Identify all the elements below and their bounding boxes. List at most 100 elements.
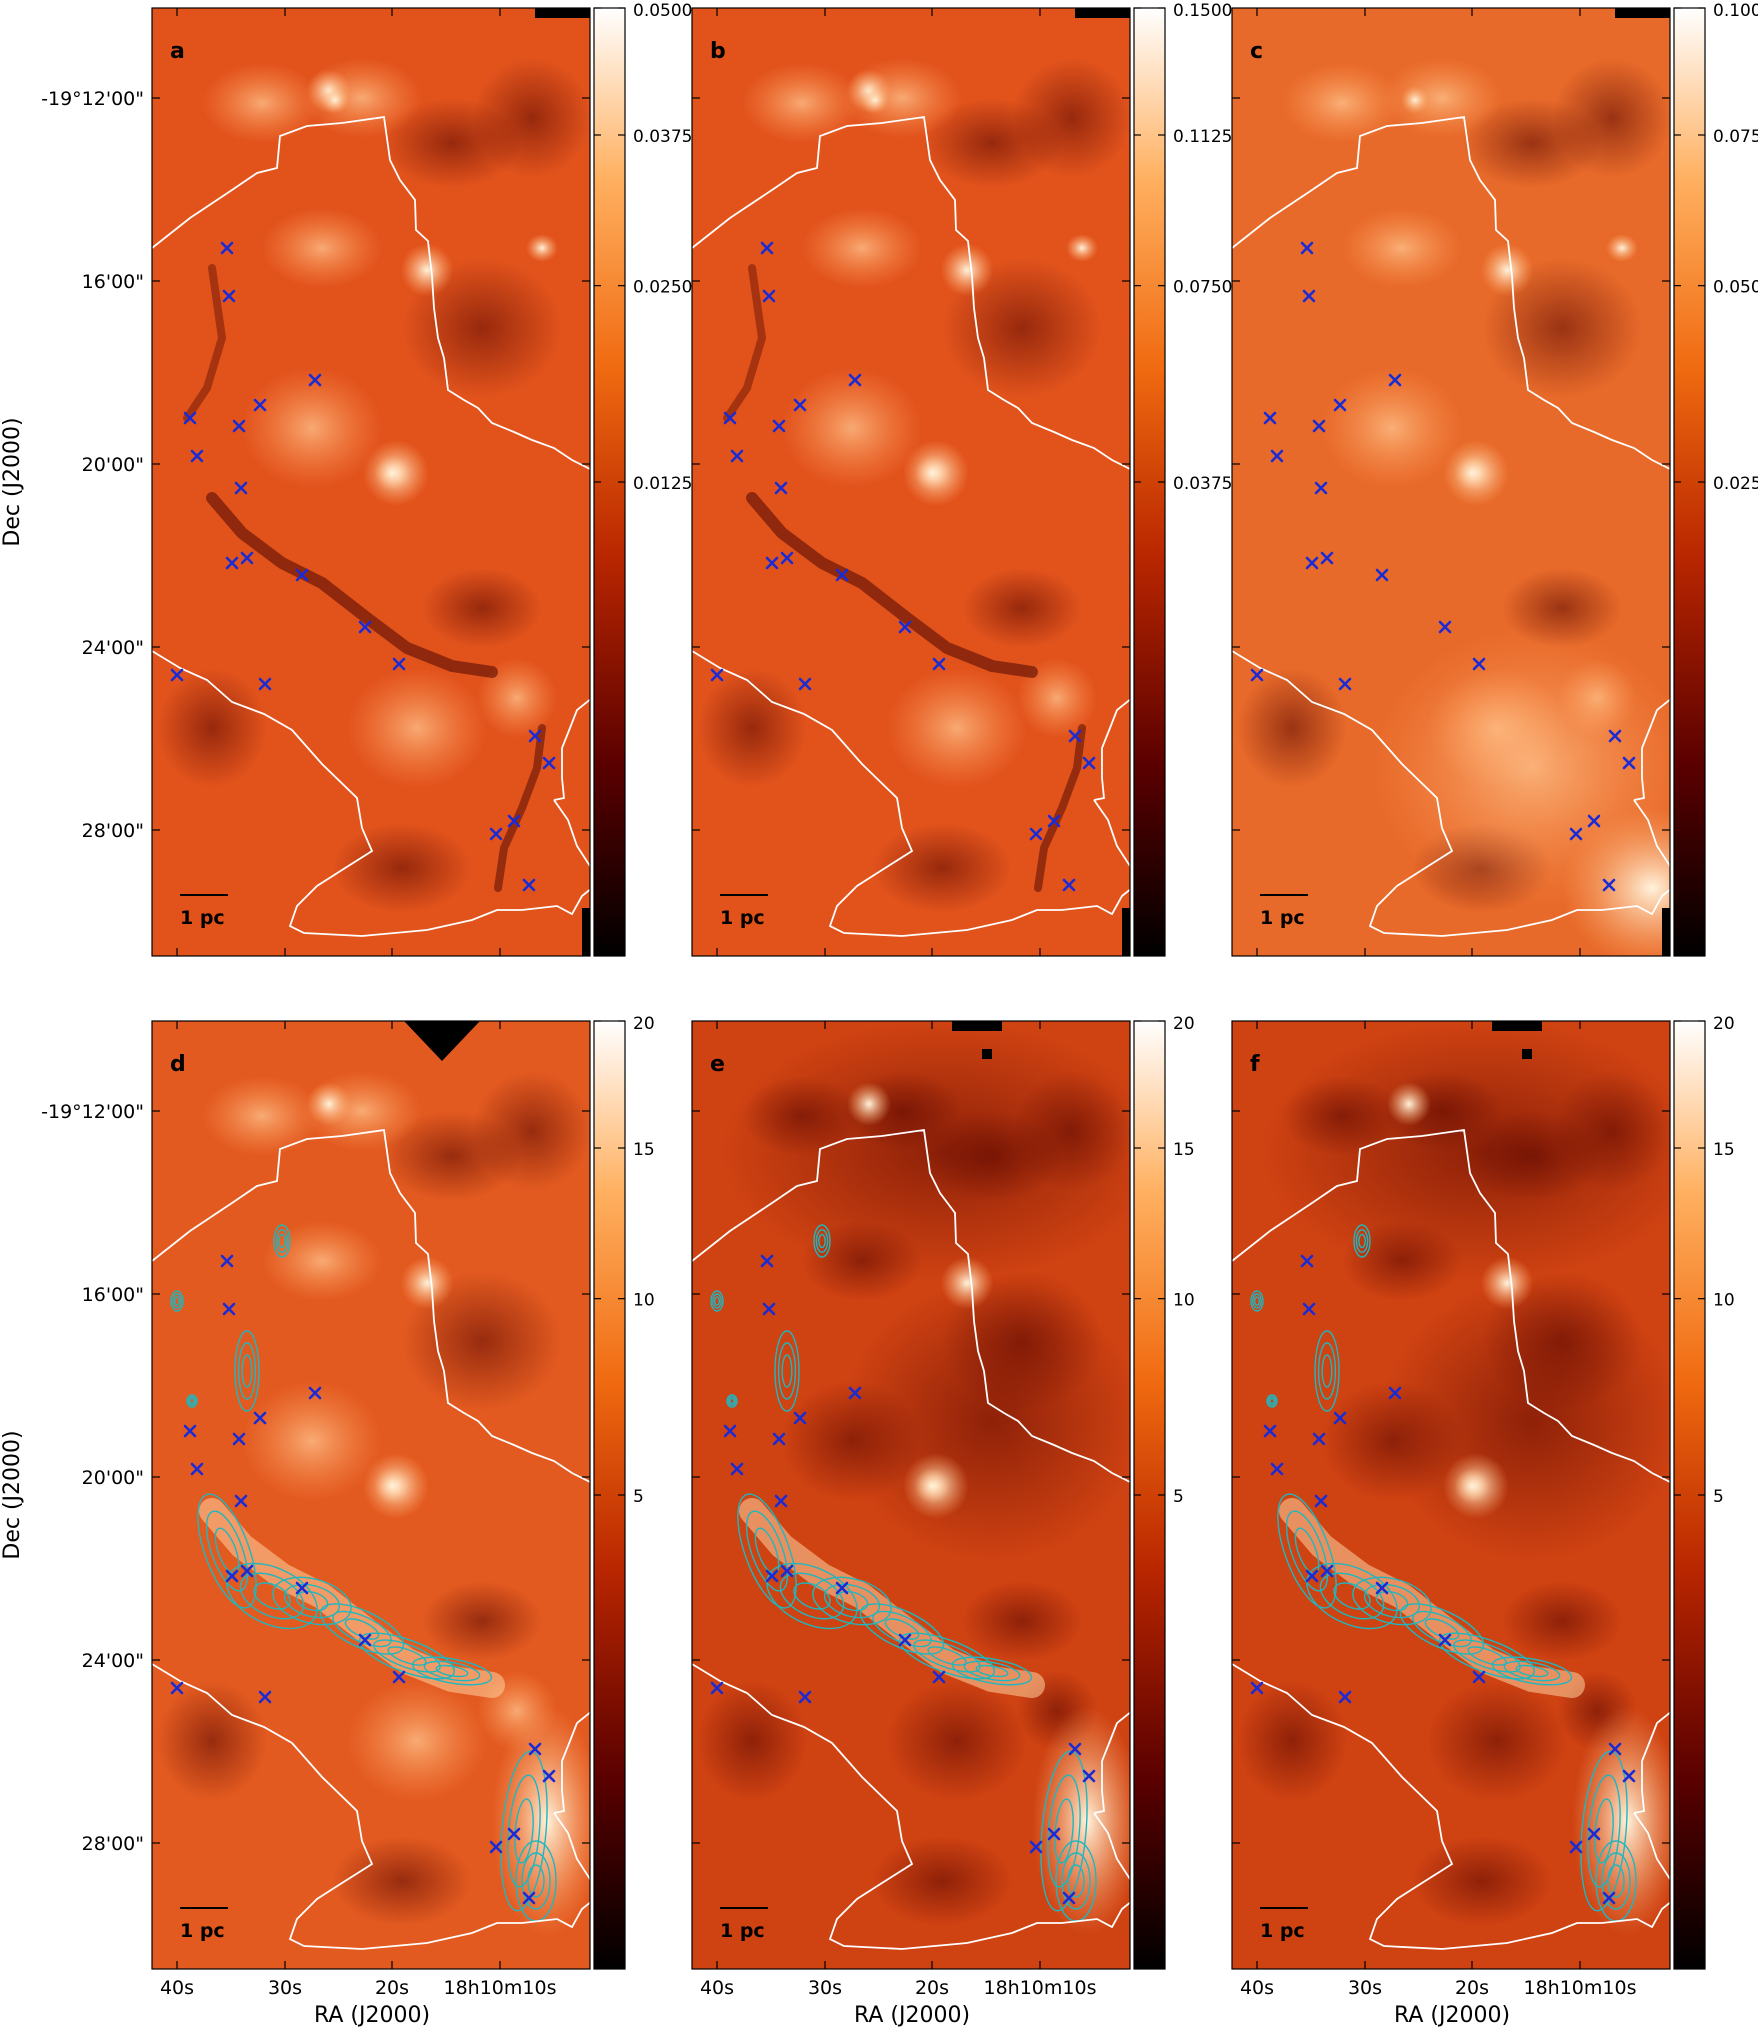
source-marker (848, 373, 862, 387)
source-marker (528, 729, 542, 743)
map-texture (262, 1221, 382, 1301)
dark-filament (206, 492, 498, 678)
y-axis-label: Dec (J2000) (0, 417, 25, 546)
blanked-region (1615, 8, 1670, 18)
contour-line (963, 1660, 1021, 1682)
source-marker (1250, 1681, 1264, 1695)
map-image (692, 1021, 1130, 1969)
source-marker (932, 657, 946, 671)
x-axis-label: RA (J2000) (1394, 2003, 1510, 2027)
blanked-region (952, 1021, 1002, 1031)
source-marker (1320, 551, 1334, 565)
map-texture (1282, 63, 1402, 143)
source-marker (1305, 1569, 1319, 1583)
map-texture (742, 63, 862, 143)
source-marker (1305, 556, 1319, 570)
contour-line (1277, 1493, 1337, 1609)
region-outline (692, 115, 1130, 471)
map-texture (1502, 1581, 1622, 1661)
contour-line (1453, 1639, 1521, 1673)
source-marker (170, 668, 184, 682)
bright-source (400, 243, 454, 297)
map-texture (1562, 808, 1670, 956)
markers (170, 241, 556, 892)
contour-line (727, 1396, 737, 1406)
contour-line (1267, 1396, 1277, 1406)
colorbar-tick-label: 5 (1173, 1487, 1184, 1507)
map-texture (872, 823, 1012, 913)
contour-line (387, 1646, 427, 1666)
x-tick-label: 40s (700, 1977, 734, 1999)
bright-source (1454, 455, 1490, 491)
source-marker (793, 1411, 807, 1425)
source-marker (1320, 1564, 1334, 1578)
source-marker (723, 1424, 737, 1438)
colorbar-tick-label: 0.0375 (1173, 474, 1232, 494)
map-texture (332, 823, 472, 913)
source-marker (489, 827, 503, 841)
source-marker (225, 556, 239, 570)
contour-line (1314, 1330, 1340, 1412)
markers (710, 241, 1096, 892)
panel-label: f (1250, 1052, 1260, 1077)
blanked-region (582, 908, 590, 956)
bright-source (307, 1082, 351, 1126)
source-marker (1062, 878, 1076, 892)
contour-line (1061, 1852, 1091, 1910)
source-marker (253, 398, 267, 412)
source-marker (1029, 1840, 1043, 1854)
contour-line (729, 1397, 735, 1405)
map-texture (1322, 368, 1462, 488)
contour-line (872, 1610, 932, 1648)
contour-line (818, 1233, 826, 1249)
source-marker (190, 1462, 204, 1476)
scale-bar-label: 1 pc (720, 907, 765, 929)
map-texture (477, 658, 557, 738)
contour-line (1594, 1798, 1614, 1864)
map-texture (942, 258, 1102, 398)
contour-line (187, 1396, 197, 1406)
source-marker (848, 1386, 862, 1400)
region-outline (1232, 115, 1670, 471)
contour-line (1266, 1394, 1278, 1408)
contour-line (272, 1576, 352, 1626)
contour-line (278, 1233, 286, 1249)
contour-line (253, 1582, 291, 1610)
source-marker (183, 411, 197, 425)
source-marker (760, 1254, 774, 1268)
map-texture (157, 1681, 267, 1801)
y-tick-label: 28'00" (82, 1833, 144, 1855)
contour-line (275, 1229, 289, 1253)
region-outline (1633, 1711, 1670, 1814)
colorbar-tick-label: 20 (633, 1014, 655, 1034)
contour-line (766, 1562, 858, 1630)
source-marker (1082, 1769, 1096, 1783)
x-tick-label: 30s (808, 1977, 842, 1999)
source-marker (392, 657, 406, 671)
contour-line (186, 1394, 198, 1408)
bright-source (374, 1468, 410, 1504)
source-marker (835, 1581, 849, 1595)
map-texture (872, 1836, 1012, 1926)
source-marker (1338, 677, 1352, 691)
source-marker (762, 289, 776, 303)
source-marker (170, 1681, 184, 1695)
source-marker (1302, 289, 1316, 303)
colorbar-tick-label: 10 (1173, 1291, 1195, 1311)
contour-line (713, 1296, 721, 1306)
source-marker (774, 1494, 788, 1508)
contour-line (1317, 1342, 1337, 1400)
source-marker (1333, 398, 1347, 412)
colorbar-tick-label: 20 (1173, 1014, 1195, 1034)
contour-line (975, 1664, 1009, 1678)
map-frame (691, 7, 1131, 957)
source-marker (1047, 1827, 1061, 1841)
source-marker (780, 551, 794, 565)
map-texture (332, 1836, 472, 1926)
x-tick-label: 18h10m10s (444, 1977, 557, 1999)
source-marker (898, 1633, 912, 1647)
map-frame (691, 1020, 1131, 1970)
bright-source (861, 86, 889, 114)
source-marker (798, 677, 812, 691)
source-marker (308, 373, 322, 387)
